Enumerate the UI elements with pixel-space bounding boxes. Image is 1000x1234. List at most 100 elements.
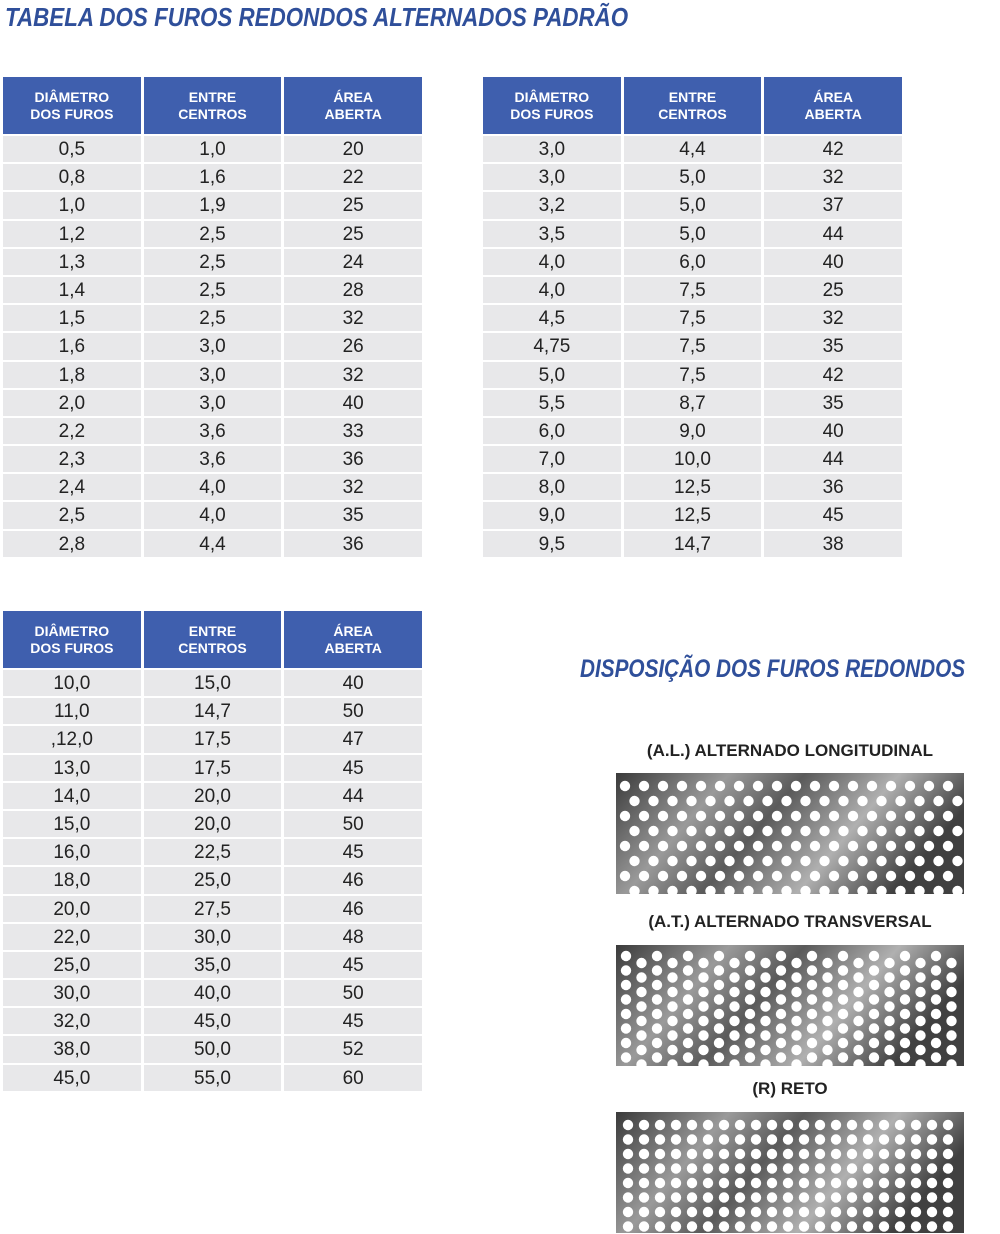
table-cell: 14,7	[143, 698, 282, 725]
table-cell: 20,0	[143, 782, 282, 809]
header-line: ENTRE	[188, 622, 237, 639]
table-cell: 11,0	[3, 698, 141, 725]
table-cell: 2,2	[3, 417, 141, 445]
table-row: 1,4 2,5 28	[3, 276, 423, 304]
table-cell: 35	[284, 502, 423, 529]
table-row: 8,0 12,5 36	[483, 474, 903, 501]
table-row: 2,0 3,0 40	[3, 389, 423, 416]
table-cell: 45	[284, 1008, 423, 1035]
table-cell: 3,0	[143, 361, 282, 388]
table-cell: 1,6	[143, 164, 282, 191]
table-row: 3,0 4,4 42	[483, 136, 903, 163]
header-line: DIÂMETRO	[34, 622, 110, 639]
header-line: ÁREA	[813, 88, 854, 105]
header-cell: DIÂMETRO DOS FUROS	[483, 77, 621, 134]
table-cell: 60	[284, 1064, 423, 1091]
table-row: 1,5 2,5 32	[3, 305, 423, 332]
table-row: 1,8 3,0 32	[3, 361, 423, 388]
table-row: 9,5 14,7 38	[483, 530, 903, 557]
header-line: CENTROS	[178, 639, 247, 656]
table-cell: 3,0	[483, 164, 621, 191]
table-cell: 22,0	[3, 923, 141, 950]
table-cell: 4,4	[143, 530, 282, 557]
data-table: DIÂMETRO DOS FUROS ENTRE CENTROS ÁREA ABERTA 0…	[3, 77, 423, 559]
table-cell: 45	[284, 754, 423, 781]
table-cell: 4,0	[483, 248, 621, 275]
table-cell: 22,5	[143, 839, 282, 866]
table-cell: 1,9	[143, 192, 282, 219]
table-row: 16,0 22,5 45	[3, 839, 423, 866]
table-row: 22,0 30,0 48	[3, 923, 423, 950]
table-cell: 2,3	[3, 446, 141, 473]
pattern-label: (A.L.) ALTERNADO LONGITUDINAL	[646, 741, 934, 760]
table-cell: 4,0	[143, 474, 282, 501]
table-row: 9,0 12,5 45	[483, 502, 903, 529]
table-cell: 30,0	[143, 923, 282, 950]
header-cell: ÁREA ABERTA	[284, 611, 423, 668]
table-cell: 42	[764, 136, 903, 163]
table-row: 15,0 20,0 50	[3, 810, 423, 838]
table-cell: 32	[764, 305, 903, 332]
table-cell: ,12,0	[3, 726, 141, 753]
table-cell: 8,7	[623, 389, 762, 416]
data-table: DIÂMETRO DOS FUROS ENTRE CENTROS ÁREA ABERTA 3…	[483, 77, 903, 559]
table-cell: 5,0	[483, 361, 621, 388]
table-cell: 32	[284, 305, 423, 332]
header-line: ABERTA	[324, 105, 382, 122]
table-row: 3,2 5,0 37	[483, 192, 903, 219]
table-cell: 25,0	[3, 951, 141, 979]
table-cell: 50	[284, 810, 423, 838]
table-row: 4,75 7,5 35	[483, 333, 903, 360]
table-cell: 32	[284, 361, 423, 388]
table-row: 11,0 14,7 50	[3, 698, 423, 725]
table-cell: 45,0	[3, 1064, 141, 1091]
header-line: DOS FUROS	[30, 639, 114, 656]
table-cell: 44	[764, 220, 903, 247]
table-row: 0,5 1,0 20	[3, 136, 423, 163]
table-cell: 26	[284, 333, 423, 360]
table-cell: 20	[284, 136, 423, 163]
table-cell: 25	[284, 220, 423, 247]
table-cell: 40,0	[143, 980, 282, 1007]
table-cell: 24	[284, 248, 423, 275]
table-cell: 2,5	[143, 305, 282, 332]
table-cell: 40	[764, 417, 903, 445]
header-cell: ÁREA ABERTA	[764, 77, 903, 134]
table-cell: 0,8	[3, 164, 141, 191]
table-row: 32,0 45,0 45	[3, 1008, 423, 1035]
table-cell: 46	[284, 867, 423, 894]
table-cell: 15,0	[143, 670, 282, 697]
table-cell: 45	[284, 951, 423, 979]
table-row: 4,5 7,5 32	[483, 305, 903, 332]
table-cell: 50,0	[143, 1036, 282, 1063]
table-row: 0,8 1,6 22	[3, 164, 423, 191]
table-cell: 7,0	[483, 446, 621, 473]
header-row: DIÂMETRO DOS FUROS ENTRE CENTROS ÁREA ABERTA	[3, 77, 423, 134]
header-row: DIÂMETRO DOS FUROS ENTRE CENTROS ÁREA ABERTA	[3, 611, 423, 668]
table-cell: 20,0	[143, 810, 282, 838]
table-cell: 25,0	[143, 867, 282, 894]
table-cell: 0,5	[3, 136, 141, 163]
table-cell: 37	[764, 192, 903, 219]
header-cell: ENTRE CENTROS	[623, 77, 762, 134]
header-line: DIÂMETRO	[514, 88, 590, 105]
table-cell: 6,0	[623, 248, 762, 275]
table-cell: 2,5	[143, 248, 282, 275]
table-cell: 1,0	[3, 192, 141, 219]
table-cell: 3,5	[483, 220, 621, 247]
table-cell: 1,6	[3, 333, 141, 360]
table-cell: 17,5	[143, 726, 282, 753]
table-cell: 48	[284, 923, 423, 950]
header-line: DIÂMETRO	[34, 88, 110, 105]
table-cell: 1,3	[3, 248, 141, 275]
table-row: 5,5 8,7 35	[483, 389, 903, 416]
table-cell: 35	[764, 333, 903, 360]
header-line: CENTROS	[658, 105, 727, 122]
table-cell: 33	[284, 417, 423, 445]
header-line: ABERTA	[324, 639, 382, 656]
table-row: 5,0 7,5 42	[483, 361, 903, 388]
header-cell: DIÂMETRO DOS FUROS	[3, 611, 141, 668]
header-line: ÁREA	[333, 622, 374, 639]
table-row: 7,0 10,0 44	[483, 446, 903, 473]
table-cell: 3,6	[143, 417, 282, 445]
